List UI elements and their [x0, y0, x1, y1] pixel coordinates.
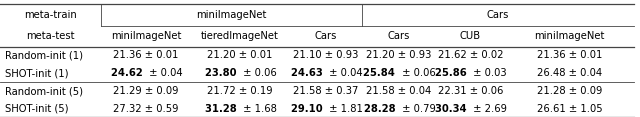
Text: 27.32 ± 0.59: 27.32 ± 0.59	[113, 104, 179, 113]
Text: 28.28: 28.28	[364, 104, 399, 113]
Text: ± 0.06: ± 0.06	[399, 68, 435, 78]
Text: ± 0.04: ± 0.04	[326, 68, 362, 78]
Text: Random-init (1): Random-init (1)	[5, 50, 83, 60]
Text: 21.36 ± 0.01: 21.36 ± 0.01	[537, 50, 602, 60]
Text: Cars: Cars	[388, 31, 410, 41]
Text: miniImageNet: miniImageNet	[196, 10, 267, 20]
Text: ± 0.79: ± 0.79	[399, 104, 436, 113]
Text: tieredImageNet: tieredImageNet	[201, 31, 279, 41]
Text: 21.20 ± 0.01: 21.20 ± 0.01	[207, 50, 273, 60]
Text: 26.48 ± 0.04: 26.48 ± 0.04	[537, 68, 602, 78]
Text: ± 0.03: ± 0.03	[470, 68, 507, 78]
Text: 22.31 ± 0.06: 22.31 ± 0.06	[438, 86, 503, 96]
Text: 21.29 ± 0.09: 21.29 ± 0.09	[113, 86, 179, 96]
Text: 29.10: 29.10	[291, 104, 326, 113]
Text: miniImageNet: miniImageNet	[111, 31, 181, 41]
Text: CUB: CUB	[460, 31, 481, 41]
Text: 30.34: 30.34	[435, 104, 470, 113]
Text: Cars: Cars	[487, 10, 509, 20]
Text: ± 1.68: ± 1.68	[240, 104, 277, 113]
Text: 25.84: 25.84	[364, 68, 399, 78]
Text: 21.10 ± 0.93: 21.10 ± 0.93	[293, 50, 358, 60]
Text: 26.61 ± 1.05: 26.61 ± 1.05	[537, 104, 602, 113]
Text: SHOT-init (5): SHOT-init (5)	[5, 104, 68, 113]
Text: ± 0.04: ± 0.04	[146, 68, 182, 78]
Text: 21.58 ± 0.37: 21.58 ± 0.37	[293, 86, 358, 96]
Text: ± 1.81: ± 1.81	[326, 104, 363, 113]
Text: ± 0.06: ± 0.06	[240, 68, 276, 78]
Text: Random-init (5): Random-init (5)	[5, 86, 83, 96]
Text: 25.86: 25.86	[435, 68, 470, 78]
Text: 21.72 ± 0.19: 21.72 ± 0.19	[207, 86, 273, 96]
Text: 31.28: 31.28	[205, 104, 240, 113]
Text: SHOT-init (1): SHOT-init (1)	[5, 68, 68, 78]
Text: 21.20 ± 0.93: 21.20 ± 0.93	[366, 50, 431, 60]
Text: meta-train: meta-train	[24, 10, 77, 20]
Text: 21.62 ± 0.02: 21.62 ± 0.02	[438, 50, 503, 60]
Text: Cars: Cars	[315, 31, 337, 41]
Text: 21.28 ± 0.09: 21.28 ± 0.09	[537, 86, 602, 96]
Text: 21.36 ± 0.01: 21.36 ± 0.01	[113, 50, 179, 60]
Text: 23.80: 23.80	[205, 68, 240, 78]
Text: 24.63: 24.63	[291, 68, 326, 78]
Text: meta-test: meta-test	[26, 31, 75, 41]
Text: ± 2.69: ± 2.69	[470, 104, 508, 113]
Text: 24.62: 24.62	[111, 68, 146, 78]
Text: miniImageNet: miniImageNet	[534, 31, 605, 41]
Text: 21.58 ± 0.04: 21.58 ± 0.04	[366, 86, 431, 96]
